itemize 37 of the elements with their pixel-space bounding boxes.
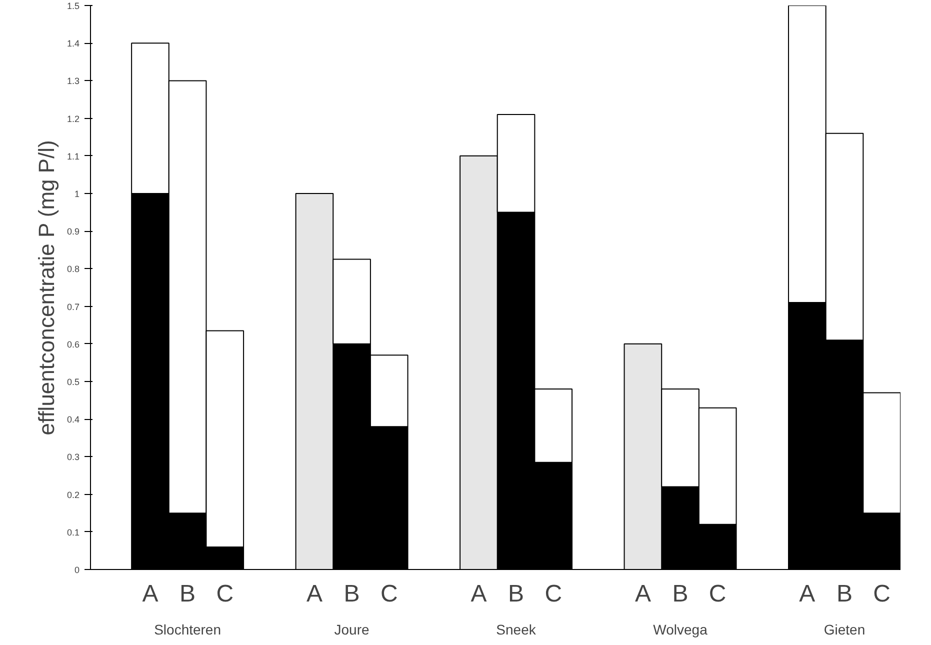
y-tick-label: 0 xyxy=(74,565,80,575)
x-tick-label: B xyxy=(836,580,853,608)
y-tick-label: 0.7 xyxy=(66,302,80,312)
x-tick-label: A xyxy=(306,580,322,608)
y-tick-label: 1.2 xyxy=(66,114,80,124)
y-tick-label: 0.9 xyxy=(66,226,80,237)
text: Wolvega xyxy=(653,622,708,638)
y-tick-label: 0.1 xyxy=(66,527,80,538)
text: Gieten xyxy=(824,622,866,638)
y-tick-label: 1.3 xyxy=(66,76,80,86)
x-tick-label: B xyxy=(344,580,360,608)
y-tick-label: 0.6 xyxy=(66,339,80,350)
y-tick-label: 0.3 xyxy=(66,452,80,462)
y-tick-label: 1.4 xyxy=(66,38,80,49)
x-tick-label: C xyxy=(708,580,726,608)
y-tick-label: 0.5 xyxy=(66,377,80,387)
x-tick-label: A xyxy=(142,580,158,608)
x-tick-label: A xyxy=(470,580,487,608)
y-tick-label: 1.1 xyxy=(66,151,80,162)
x-tick-label: C xyxy=(216,580,234,608)
y-axis-title: effluentconcentratie P (mg P/l) xyxy=(34,140,59,436)
x-tick-label: B xyxy=(180,580,196,608)
x-tick-label: C xyxy=(873,580,891,608)
x-tick-label: C xyxy=(544,580,562,608)
x-tick-label: B xyxy=(672,580,688,608)
y-tick-label: 0.2 xyxy=(66,490,80,500)
text: Sneek xyxy=(496,622,537,638)
x-tick-label: A xyxy=(634,580,651,608)
y-tick-label: 0.8 xyxy=(66,264,80,274)
text: Joure xyxy=(334,622,370,638)
y-tick-label: 0.4 xyxy=(66,414,80,425)
y-tick-label: 1.5 xyxy=(66,1,80,11)
text: Slochteren xyxy=(154,622,222,638)
x-tick-label: B xyxy=(508,580,524,608)
y-tick-label: 1 xyxy=(74,189,80,199)
x-tick-label: A xyxy=(799,580,816,608)
x-tick-label: C xyxy=(380,580,398,608)
